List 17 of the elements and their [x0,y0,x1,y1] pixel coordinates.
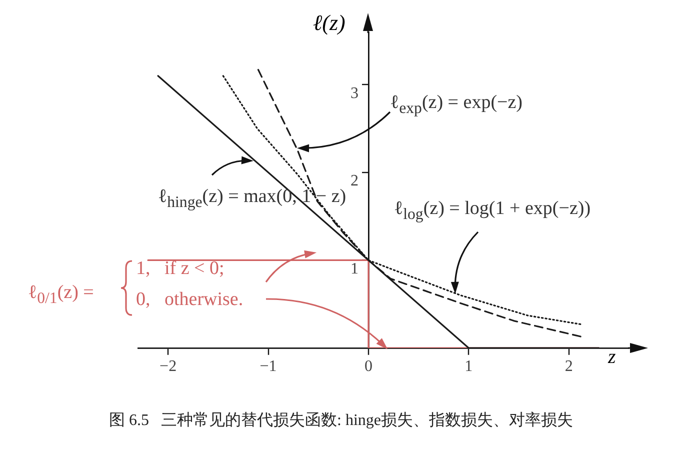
y-tick-label: 2 [350,172,358,190]
x-axis-title: z [608,346,616,369]
annotation: 0, otherwise. [136,289,244,311]
annotation: ℓ$_{hinge}$(z) = max(0, 1 − z) [158,186,346,212]
x-tick-label: 2 [564,358,573,375]
annotation: ℓ$_{exp}$(z) = exp(−z) [390,92,523,118]
y-axis-title: ℓ(z) [313,10,346,36]
y-tick-label: 3 [350,84,358,102]
annotation: ℓ$_{log}$(z) = log(1 + exp(−z)) [394,198,591,224]
x-tick-label: −1 [260,358,277,375]
text: ℓ$_{0/1}$(z) = [28,282,94,308]
text: 图 6.5 三种常见的替代损失函数: hinge损失、指数损失、对率损失 [108,410,574,431]
annotation: 1, if z < 0; [136,258,224,280]
x-tick-label: −2 [160,358,177,375]
x-tick-label: 1 [464,358,473,375]
x-tick-label: 0 [364,358,372,375]
y-tick-label: 1 [350,260,358,278]
